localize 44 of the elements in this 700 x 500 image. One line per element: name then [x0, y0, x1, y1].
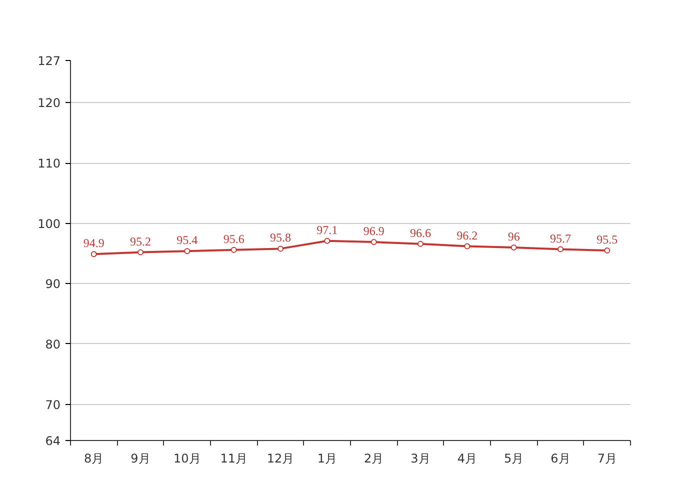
point	[418, 240, 424, 247]
point	[558, 246, 564, 252]
point	[184, 248, 190, 254]
point	[370, 239, 377, 246]
x-tick-label: 9月	[130, 452, 150, 466]
x-tick-label: 3月	[410, 452, 430, 466]
y-tick-label: 100	[38, 216, 60, 231]
data-label: 96.6	[410, 226, 431, 240]
y-tick-label: 110	[38, 156, 60, 171]
x-tick-label: 11月	[220, 452, 248, 466]
data-label: 95.8	[270, 230, 291, 245]
data-label: 96.2	[456, 228, 478, 242]
x-tick-label: 10月	[174, 452, 201, 466]
y-tick-label: 127	[38, 54, 60, 68]
point	[230, 246, 237, 253]
point	[138, 249, 144, 256]
data-label: 97.1	[316, 222, 338, 237]
x-tick-label: 1月	[317, 452, 337, 466]
y-tick-label: 80	[45, 337, 61, 352]
point	[278, 246, 284, 252]
point	[464, 243, 470, 250]
point	[510, 244, 517, 250]
x-tick-label: 4月	[457, 452, 477, 466]
data-label: 94.9	[83, 236, 104, 250]
data-label: 95.4	[176, 233, 198, 248]
y-tick-label: 120	[38, 96, 60, 110]
point	[90, 251, 97, 258]
x-tick-label: 5月	[504, 452, 524, 466]
data-label: 95.2	[130, 234, 151, 248]
x-tick-label: 12月	[266, 452, 294, 466]
y-tick-label: 70	[45, 398, 61, 412]
data-label: 95.7	[550, 231, 571, 246]
point	[604, 248, 610, 254]
data-label: 96.9	[363, 224, 384, 238]
x-tick-label: 7月	[597, 452, 617, 466]
y-tick-label: 90	[45, 277, 61, 292]
x-tick-label: 2月	[364, 452, 384, 466]
data-label: 95.6	[223, 232, 244, 246]
x-tick-label: 8月	[84, 452, 104, 466]
data-label: 95.5	[596, 232, 618, 246]
data-label: 96	[508, 229, 520, 244]
y-tick-label: 64	[45, 434, 61, 448]
point	[324, 238, 330, 244]
x-tick-label: 6月	[550, 452, 570, 466]
